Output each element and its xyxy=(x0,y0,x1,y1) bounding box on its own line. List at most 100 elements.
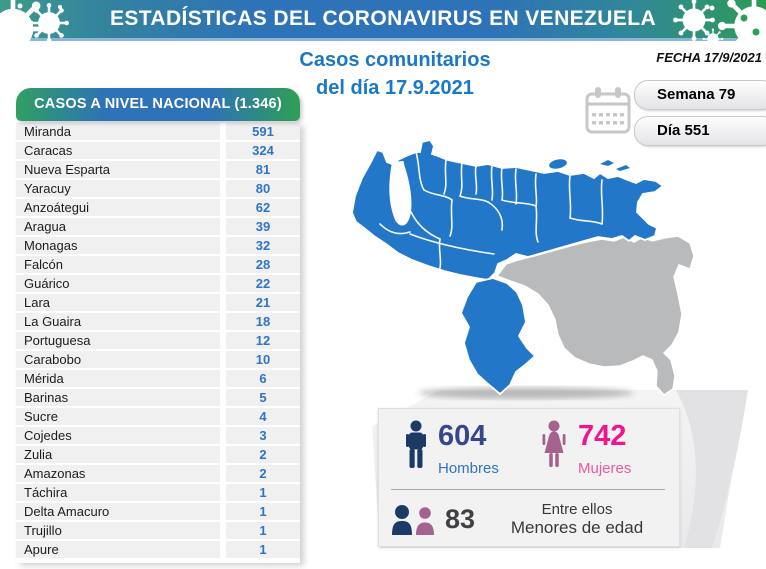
woman-icon xyxy=(542,420,566,467)
national-cases-panel: CASOS A NIVEL NACIONAL (1.346) Miranda 5… xyxy=(16,88,300,563)
state-name: Trujillo xyxy=(16,522,220,539)
state-name: Táchira xyxy=(16,484,220,501)
table-title: CASOS A NIVEL NACIONAL (1.346) xyxy=(16,88,300,121)
people-icons xyxy=(392,505,434,535)
state-cases: 591 xyxy=(226,123,300,140)
state-cases: 81 xyxy=(226,161,300,178)
venezuela-map xyxy=(351,138,695,396)
state-name: Barinas xyxy=(16,389,220,406)
state-cases: 21 xyxy=(226,294,300,311)
table-row: Caracas 324 xyxy=(16,142,300,159)
state-name: Yaracuy xyxy=(16,180,220,197)
state-name: Falcón xyxy=(16,256,220,273)
table-row: Mérida 6 xyxy=(16,370,300,387)
table-row: Anzoátegui 62 xyxy=(16,199,300,216)
table-row: Carabobo 10 xyxy=(16,351,300,368)
table-row: Lara 21 xyxy=(16,294,300,311)
state-cases: 1 xyxy=(226,484,300,501)
table-row: Aragua 39 xyxy=(16,218,300,235)
state-cases: 324 xyxy=(226,142,300,159)
state-cases: 12 xyxy=(226,332,300,349)
table-row: Monagas 32 xyxy=(16,237,300,254)
women-count: 742 xyxy=(578,420,627,452)
state-name: Aragua xyxy=(16,218,220,235)
state-name: Delta Amacuro xyxy=(16,503,220,520)
man-icon xyxy=(406,420,426,468)
card-divider xyxy=(391,489,665,490)
state-cases: 5 xyxy=(226,389,300,406)
minors-stat: 83 Entre ellos Menores de edad xyxy=(391,495,671,543)
men-count: 604 xyxy=(438,420,487,452)
table-row: Yaracuy 80 xyxy=(16,180,300,197)
table-row: Nueva Esparta 81 xyxy=(16,161,300,178)
calendar-icon xyxy=(585,87,631,134)
minors-count: 83 xyxy=(445,503,476,534)
state-cases: 1 xyxy=(226,503,300,520)
table-row: Amazonas 2 xyxy=(16,465,300,482)
state-cases: 1 xyxy=(226,541,300,558)
state-cases: 28 xyxy=(226,256,300,273)
week-badge: Semana 79 xyxy=(634,80,766,110)
state-cases: 18 xyxy=(226,313,300,330)
table-row: Zulia 2 xyxy=(16,446,300,463)
state-name: Caracas xyxy=(16,142,220,159)
table-row: Trujillo 1 xyxy=(16,522,300,539)
women-stat: 742 Mujeres xyxy=(539,420,631,478)
gender-stats-card: 604 Hombres 742 Mujeres xyxy=(378,408,680,547)
women-label: Mujeres xyxy=(578,460,632,477)
day-badge: Día 551 xyxy=(634,116,766,146)
table-row: Sucre 4 xyxy=(16,408,300,425)
state-name: Nueva Esparta xyxy=(16,161,220,178)
state-name: Cojedes xyxy=(16,427,220,444)
state-name: Mérida xyxy=(16,370,220,387)
state-name: Monagas xyxy=(16,237,220,254)
state-cases: 2 xyxy=(226,446,300,463)
subtitle: Casos comunitarios del día 17.9.2021 xyxy=(238,46,552,102)
state-cases: 3 xyxy=(226,427,300,444)
state-name: Lara xyxy=(16,294,220,311)
date-label: FECHA 17/9/2021 xyxy=(656,50,762,65)
state-cases: 4 xyxy=(226,408,300,425)
map-islands xyxy=(549,159,630,188)
table-row: Barinas 5 xyxy=(16,389,300,406)
state-borders xyxy=(379,151,604,269)
state-name: La Guaira xyxy=(16,313,220,330)
cases-table: Miranda 591 Caracas 324 Nueva Esparta 81… xyxy=(16,123,300,563)
table-row: Delta Amacuro 1 xyxy=(16,503,300,520)
state-name: Apure xyxy=(16,541,220,558)
state-name: Portuguesa xyxy=(16,332,220,349)
state-name: Miranda xyxy=(16,123,220,140)
header-bar: ESTADÍSTICAS DEL CORONAVIRUS EN VENEZUEL… xyxy=(0,0,766,41)
state-name: Sucre xyxy=(16,408,220,425)
state-name: Carabobo xyxy=(16,351,220,368)
minors-label: Menores de edad xyxy=(510,517,644,537)
state-name: Amazonas xyxy=(16,465,220,482)
table-row: Falcón 28 xyxy=(16,256,300,273)
map-blue-region xyxy=(351,138,665,281)
table-row: Guárico 22 xyxy=(16,275,300,292)
state-cases: 1 xyxy=(226,522,300,539)
state-cases: 10 xyxy=(226,351,300,368)
table-row: Táchira 1 xyxy=(16,484,300,501)
subtitle-line1: Casos comunitarios xyxy=(299,49,491,71)
table-row: Cojedes 3 xyxy=(16,427,300,444)
table-row: Apure 1 xyxy=(16,541,300,558)
state-cases: 62 xyxy=(226,199,300,216)
state-cases: 32 xyxy=(226,237,300,254)
men-stat: 604 Hombres xyxy=(403,420,499,478)
table-row: Miranda 591 xyxy=(16,123,300,140)
page-title: ESTADÍSTICAS DEL CORONAVIRUS EN VENEZUEL… xyxy=(109,7,657,30)
state-cases: 22 xyxy=(226,275,300,292)
state-cases: 6 xyxy=(226,370,300,387)
state-name: Zulia xyxy=(16,446,220,463)
map-gray-region xyxy=(495,235,695,396)
state-cases: 80 xyxy=(226,180,300,197)
minors-intro: Entre ellos xyxy=(541,500,613,518)
state-name: Anzoátegui xyxy=(16,199,220,216)
table-row: Portuguesa 12 xyxy=(16,332,300,349)
state-name: Guárico xyxy=(16,275,220,292)
table-row: La Guaira 18 xyxy=(16,313,300,330)
map-amazonas xyxy=(460,277,537,396)
men-label: Hombres xyxy=(438,460,499,477)
